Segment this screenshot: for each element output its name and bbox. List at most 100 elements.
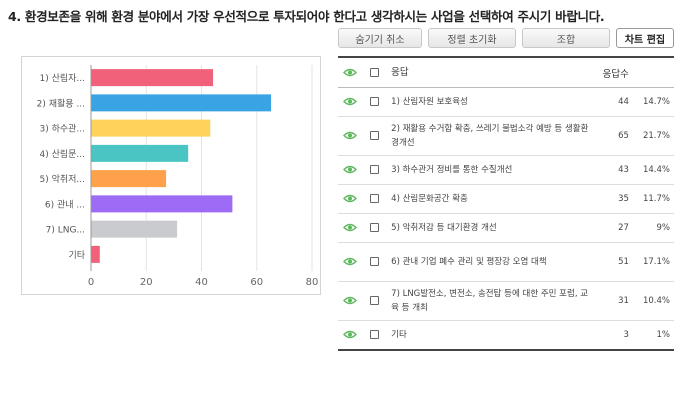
response-percent: 14.7% (628, 87, 674, 117)
row-visibility-toggle[interactable] (338, 213, 363, 243)
eye-icon (343, 257, 358, 266)
eye-icon (343, 194, 358, 203)
bar[interactable] (91, 170, 167, 188)
response-count: 27 (592, 213, 629, 243)
y-category-label: 기타 (68, 250, 85, 261)
response-table: 응답 응답수 1) 산림자원 보호육성 44 14.7% 2) 재활용 수거함 확충,… (338, 56, 674, 351)
y-category-label: 7) LNG... (46, 226, 85, 236)
row-checkbox-cell[interactable] (362, 213, 388, 243)
row-checkbox-cell[interactable] (362, 281, 388, 321)
response-label: 5) 악취저감 등 대기환경 개선 (387, 213, 593, 243)
bar[interactable] (91, 69, 214, 87)
bar[interactable] (91, 119, 211, 137)
row-checkbox-cell[interactable] (362, 116, 388, 156)
table-row: 6) 관내 기업 폐수 관리 및 평장강 오염 대책 51 17.1% (338, 242, 674, 282)
response-count: 35 (592, 184, 629, 214)
row-checkbox[interactable] (370, 97, 380, 106)
sort-reset-button[interactable]: 정렬 초기화 (428, 28, 516, 48)
response-header: 응답 (391, 66, 409, 78)
response-count: 3 (592, 320, 629, 351)
response-count: 43 (592, 155, 629, 185)
row-checkbox[interactable] (370, 194, 380, 203)
response-label-text: 5) 악취저감 등 대기환경 개선 (391, 223, 497, 233)
response-percent: 9% (628, 213, 674, 243)
eye-icon (343, 296, 358, 305)
bar[interactable] (91, 220, 178, 238)
y-category-label: 3) 하수관... (39, 124, 85, 135)
response-label-text: 4) 산림문화공간 확충 (391, 194, 468, 204)
row-visibility-toggle[interactable] (338, 184, 363, 214)
table-row: 5) 악취저감 등 대기환경 개선 27 9% (338, 213, 674, 243)
response-label: 4) 산림문화공간 확충 (387, 184, 593, 214)
eye-icon (343, 223, 358, 232)
row-checkbox[interactable] (370, 329, 380, 339)
response-count: 51 (592, 242, 629, 282)
row-visibility-toggle[interactable] (338, 242, 363, 282)
eye-icon (343, 131, 358, 140)
row-visibility-toggle[interactable] (338, 116, 363, 156)
response-percent: 14.4% (628, 155, 674, 185)
y-category-label: 2) 재활용 ... (37, 97, 85, 109)
visibility-header[interactable] (338, 57, 363, 88)
chart-edit-button[interactable]: 차트 편집 (616, 28, 674, 48)
x-tick-label: 20 (140, 277, 153, 288)
row-checkbox-cell[interactable] (362, 184, 388, 214)
bar[interactable] (91, 94, 272, 112)
row-checkbox[interactable] (370, 223, 380, 232)
response-percent: 17.1% (628, 242, 674, 282)
response-label: 1) 산림자원 보호육성 (387, 87, 593, 117)
response-label: 6) 관내 기업 폐수 관리 및 평장강 오염 대책 (387, 242, 593, 282)
x-tick-label: 60 (250, 277, 263, 288)
bar-chart-panel: 0 20 40 60 80 1) 산림자... 2) 재활용 ... 3) 하수관... 4) … (21, 56, 321, 295)
y-category-label: 6) 관내 ... (45, 199, 85, 210)
row-checkbox[interactable] (370, 131, 380, 140)
response-label-text: 2) 재활용 수거함 확충, 쓰레기 불법소각 예방 등 생활환경개선 (391, 124, 589, 148)
y-category-label: 1) 산림자... (39, 72, 85, 84)
table-row: 4) 산림문화공간 확충 35 11.7% (338, 184, 674, 214)
response-label-text: 6) 관내 기업 폐수 관리 및 평장강 오염 대책 (391, 257, 547, 267)
response-label: 2) 재활용 수거함 확충, 쓰레기 불법소각 예방 등 생활환경개선 (387, 116, 593, 156)
table-row: 2) 재활용 수거함 확충, 쓰레기 불법소각 예방 등 생활환경개선 65 21.… (338, 116, 674, 156)
row-visibility-toggle[interactable] (338, 281, 363, 321)
response-label: 기타 (387, 320, 593, 351)
table-row: 기타 3 1% (338, 320, 674, 351)
row-checkbox-cell[interactable] (362, 320, 388, 351)
y-category-label: 4) 산림문... (39, 148, 85, 160)
eye-icon (343, 68, 358, 77)
response-label: 3) 하수관거 정비를 통한 수질개선 (387, 155, 593, 185)
combine-button[interactable]: 조합 (522, 28, 610, 48)
table-row: 3) 하수관거 정비를 통한 수질개선 43 14.4% (338, 155, 674, 185)
count-header: 응답수 (602, 68, 629, 80)
row-checkbox[interactable] (370, 165, 380, 174)
response-label-text: 3) 하수관거 정비를 통한 수질개선 (391, 165, 513, 175)
response-label-text: 1) 산림자원 보호육성 (391, 97, 468, 107)
percent-header (629, 57, 674, 88)
response-percent: 1% (628, 320, 674, 351)
row-visibility-toggle[interactable] (338, 87, 363, 117)
response-count: 31 (592, 281, 629, 321)
bar[interactable] (91, 195, 233, 213)
bar[interactable] (91, 245, 100, 263)
bar[interactable] (91, 144, 189, 162)
eye-icon (343, 165, 358, 174)
response-label-text: 기타 (391, 329, 407, 340)
response-count: 44 (592, 87, 629, 117)
x-tick-label: 80 (306, 277, 319, 288)
row-checkbox[interactable] (370, 296, 380, 305)
question-title: 4. 환경보존을 위해 환경 분야에서 가장 우선적으로 투자되어야 한다고 생… (8, 9, 605, 24)
row-checkbox-cell[interactable] (362, 242, 388, 282)
y-category-label: 5) 악취저... (39, 173, 85, 185)
response-label: 7) LNG발전소, 변전소, 송전탑 등에 대한 주민 포럼, 교육 등 개최 (387, 281, 593, 321)
select-all-checkbox[interactable] (370, 68, 380, 77)
response-label-text: 7) LNG발전소, 변전소, 송전탑 등에 대한 주민 포럼, 교육 등 개최 (391, 289, 589, 313)
row-checkbox-cell[interactable] (362, 155, 388, 185)
response-percent: 10.4% (628, 281, 674, 321)
row-visibility-toggle[interactable] (338, 320, 363, 351)
row-checkbox[interactable] (370, 257, 380, 266)
table-header-row: 응답 응답수 (338, 57, 674, 88)
row-visibility-toggle[interactable] (338, 155, 363, 185)
eye-icon (343, 97, 358, 106)
select-all-header[interactable] (363, 57, 388, 88)
row-checkbox-cell[interactable] (362, 87, 388, 117)
hide-cancel-button[interactable]: 숨기기 취소 (338, 28, 422, 48)
